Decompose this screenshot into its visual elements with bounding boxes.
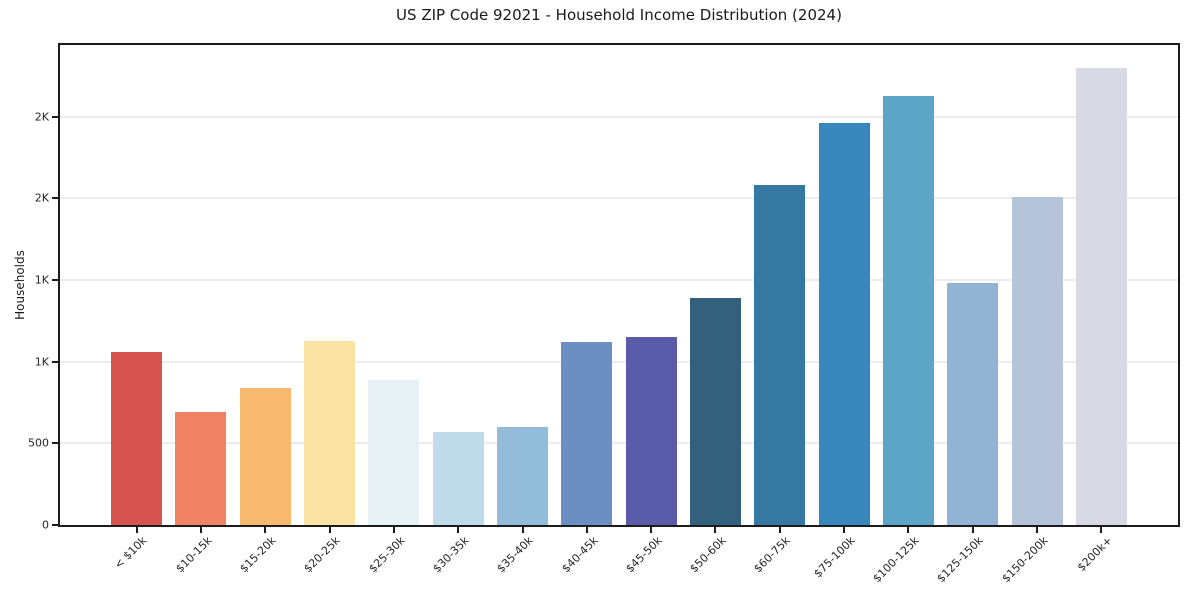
- x-tick-label: $30-35k: [430, 534, 472, 576]
- x-tick-label: $45-50k: [623, 534, 665, 576]
- x-tick-label: $35-40k: [494, 534, 536, 576]
- y-tick-label: 1K: [34, 273, 49, 287]
- y-tick-mark: [52, 115, 58, 118]
- gridline: [60, 442, 1178, 445]
- plot-area: 0 500 1K 1K 2K 2K < $10k $10-15k $15-20k $20-25k…: [28, 43, 1180, 585]
- x-tick-mark: [778, 527, 781, 533]
- x-tick-label: $20-25k: [301, 534, 343, 576]
- x-tick-mark: [1036, 527, 1039, 533]
- x-tick-mark: [585, 527, 588, 533]
- gridline: [60, 360, 1178, 363]
- x-tick-label: $125-150k: [934, 534, 987, 586]
- y-tick-label: 2K: [34, 110, 49, 124]
- bar-40-45k: [561, 342, 613, 525]
- x-tick-mark: [457, 527, 460, 533]
- x-tick-label: $40-45k: [558, 534, 601, 576]
- bar-75-100k: [818, 123, 870, 525]
- x-tick-label: $100-125k: [870, 534, 922, 586]
- x-tick-label: $25-30k: [365, 534, 408, 576]
- x-tick-label: $200k+: [1074, 534, 1115, 575]
- x-tick-mark: [971, 527, 974, 533]
- x-tick-mark: [521, 527, 524, 533]
- x-tick-mark: [328, 527, 331, 533]
- x-tick-label: $75-100k: [811, 534, 858, 581]
- bar-45-50k: [625, 337, 677, 525]
- x-tick-mark: [714, 527, 717, 533]
- x-tick-label: $150-200k: [999, 534, 1051, 586]
- x-tick-label: < $10k: [112, 534, 150, 572]
- y-tick-mark: [52, 197, 58, 200]
- bar-10-15k: [175, 412, 227, 525]
- bar-30-35k: [432, 431, 484, 525]
- y-tick-mark: [52, 360, 58, 363]
- y-tick-mark: [52, 524, 58, 526]
- y-tick-mark: [52, 279, 58, 282]
- chart-title: US ZIP Code 92021 - Household Income Dis…: [396, 6, 842, 24]
- x-tick-mark: [264, 527, 267, 533]
- x-tick-label: $10-15k: [172, 534, 215, 576]
- bar-125-150k: [947, 283, 999, 525]
- gridline: [60, 197, 1178, 200]
- y-tick-label: 1K: [34, 355, 49, 369]
- x-tick-mark: [907, 527, 910, 533]
- y-tick-label: 2K: [34, 191, 49, 205]
- y-tick-mark: [52, 442, 58, 445]
- bar-20-25k: [304, 340, 356, 525]
- gridline: [60, 115, 1178, 118]
- x-tick-mark: [1100, 527, 1103, 533]
- y-axis-label: Households: [13, 250, 27, 320]
- bar-25-30k: [368, 379, 420, 525]
- gridline: [60, 279, 1178, 282]
- x-tick-mark: [650, 527, 653, 533]
- x-tick-mark: [199, 527, 202, 533]
- bar-50-60k: [689, 298, 741, 525]
- x-tick-label: $60-75k: [751, 534, 794, 576]
- y-tick-label: 0: [42, 518, 49, 532]
- bar-150-200k: [1011, 196, 1063, 525]
- x-tick-mark: [843, 527, 846, 533]
- x-tick-mark: [135, 527, 138, 533]
- bar-10k: [111, 351, 163, 525]
- bar-100-125k: [882, 95, 934, 525]
- bar-15-20k: [239, 387, 291, 525]
- y-tick-label: 500: [28, 436, 49, 450]
- x-tick-label: $15-20k: [237, 534, 279, 576]
- bar-35-40k: [497, 427, 548, 525]
- x-tick-mark: [392, 527, 395, 533]
- x-tick-label: $50-60k: [687, 534, 729, 576]
- bar-200k: [1075, 67, 1127, 525]
- bar-60-75k: [754, 185, 806, 525]
